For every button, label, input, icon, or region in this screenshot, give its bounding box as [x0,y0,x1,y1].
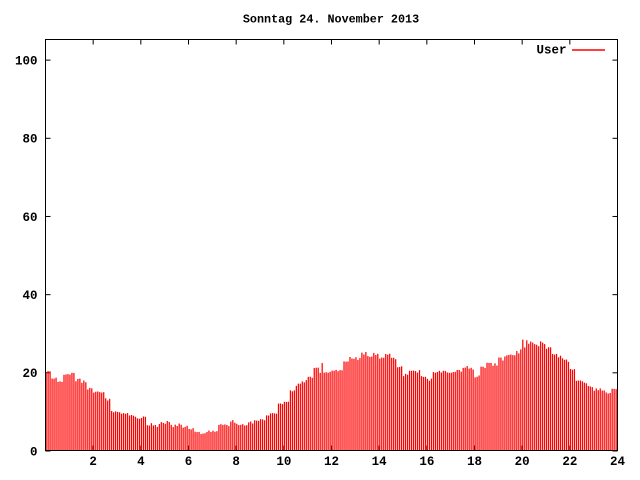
svg-text:14: 14 [372,455,388,469]
svg-text:10: 10 [276,455,291,469]
svg-text:100: 100 [15,54,38,68]
svg-text:80: 80 [22,133,37,147]
svg-text:24: 24 [610,455,626,469]
svg-text:Sonntag 24. November 2013: Sonntag 24. November 2013 [243,12,419,26]
svg-text:4: 4 [137,455,145,469]
svg-text:22: 22 [562,455,577,469]
svg-text:40: 40 [22,289,37,303]
svg-text:16: 16 [419,455,434,469]
svg-text:2: 2 [89,455,97,469]
svg-text:20: 20 [22,367,37,381]
svg-text:0: 0 [30,445,38,459]
svg-text:6: 6 [185,455,193,469]
svg-text:12: 12 [324,455,339,469]
svg-text:18: 18 [467,455,482,469]
svg-text:60: 60 [22,211,37,225]
svg-text:20: 20 [515,455,530,469]
svg-text:8: 8 [232,455,240,469]
svg-text:User: User [537,44,567,58]
